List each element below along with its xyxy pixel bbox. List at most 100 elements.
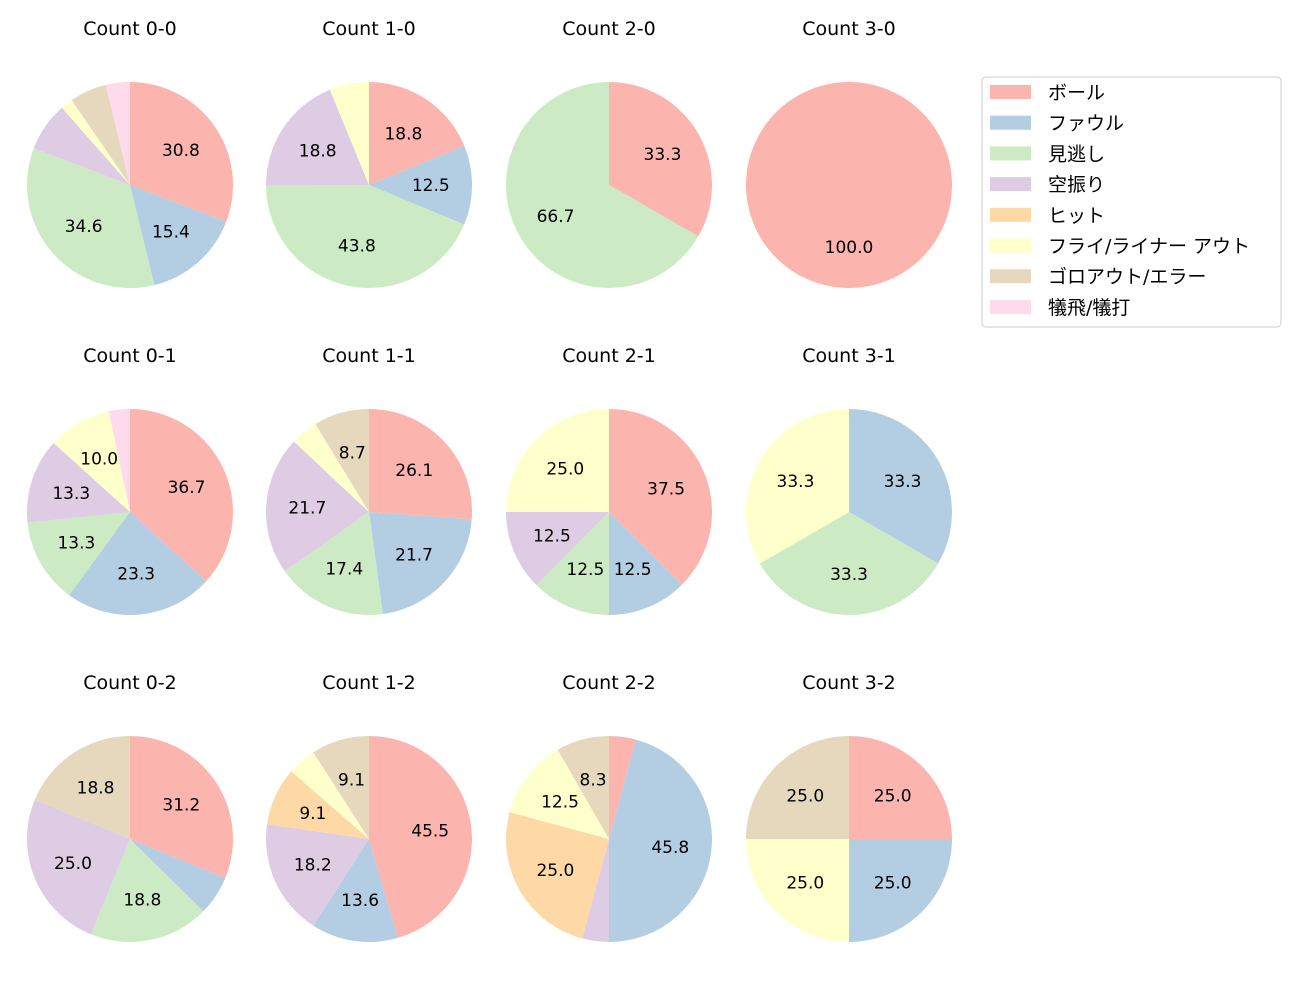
pie-slice	[90, 839, 204, 942]
pie-slice	[293, 424, 369, 512]
pie-title: Count 1-2	[322, 672, 416, 694]
pie-title: Count 2-1	[562, 345, 656, 367]
pie-slice	[265, 441, 369, 572]
pie-title: Count 1-0	[322, 18, 416, 40]
pie-title: Count 1-1	[322, 345, 416, 367]
legend-swatch	[990, 238, 1031, 253]
pie-title: Count 0-2	[83, 672, 177, 694]
slice-label: 45.8	[651, 838, 689, 858]
pie-count-0-2: Count 0-2 31.2 18.8 25.0 18.8	[26, 672, 234, 942]
pie-slice	[582, 839, 609, 942]
pie-slice	[315, 409, 369, 512]
slice-label: 25.0	[786, 874, 824, 894]
slice-label: 8.7	[339, 443, 366, 463]
legend-label: フライ/ライナー アウト	[1048, 236, 1250, 258]
slice-label: 18.8	[123, 891, 161, 911]
legend-swatch	[990, 115, 1031, 130]
slice-label: 37.5	[647, 479, 685, 499]
pie-slice	[849, 409, 952, 564]
pie-slice	[329, 82, 369, 185]
pie-slice	[33, 107, 131, 185]
pie-slice	[267, 771, 369, 839]
legend-label: ボール	[1048, 82, 1105, 104]
pie-slice	[27, 512, 130, 596]
slice-label: 13.6	[341, 891, 379, 911]
pie-slice	[369, 82, 465, 185]
pie-count-2-0: Count 2-0 33.3 66.7	[506, 18, 712, 288]
legend-swatch	[990, 177, 1031, 192]
pie-slice	[130, 839, 226, 912]
pie-slice	[26, 799, 130, 935]
pie-slice	[609, 512, 682, 615]
pie-slice	[266, 824, 369, 926]
slice-label: 25.0	[546, 459, 584, 479]
pie-slice	[108, 409, 130, 512]
pie-slice	[284, 512, 383, 615]
pie-slice	[557, 736, 609, 839]
pie-slice	[69, 512, 207, 616]
slice-label: 12.5	[566, 560, 604, 580]
pie-slice	[509, 749, 609, 839]
pie-slice	[34, 736, 130, 839]
slice-label: 25.0	[874, 874, 912, 894]
slice-label: 17.4	[325, 560, 363, 580]
slice-label: 31.2	[162, 796, 200, 816]
slice-label: 43.8	[338, 237, 376, 257]
legend-frame	[981, 76, 1282, 328]
pie-slice	[506, 512, 609, 585]
pie-title: Count 3-1	[802, 345, 896, 367]
pie-count-1-1: Count 1-1 26.1 21.7 17.4 21.7 8.7	[265, 345, 472, 615]
pie-slice	[849, 736, 952, 839]
pie-slice	[609, 739, 713, 942]
pie-count-3-1: Count 3-1 33.3 33.3 33.3	[745, 345, 952, 615]
pie-slice	[369, 145, 472, 225]
slice-label: 15.4	[152, 222, 190, 242]
slice-label: 18.8	[299, 142, 337, 162]
pie-count-1-2: Count 1-2 45.5 13.6 18.2 9.1 9.1	[266, 672, 473, 943]
pie-slice	[536, 512, 609, 615]
slice-label: 12.5	[614, 560, 652, 580]
pie-slice	[313, 736, 369, 839]
pie-title: Count 2-2	[562, 672, 656, 694]
pie-slice	[53, 411, 130, 512]
pie-slice	[291, 752, 369, 839]
slice-label: 36.7	[168, 478, 206, 498]
legend-swatch	[990, 299, 1031, 314]
slice-label: 25.0	[786, 786, 824, 806]
legend-label: 見逃し	[1048, 143, 1105, 165]
slice-label: 21.7	[288, 499, 326, 519]
slice-label: 13.3	[52, 484, 90, 504]
pie-slice	[313, 839, 398, 943]
slice-label: 25.0	[874, 786, 912, 806]
slice-label: 66.7	[537, 207, 575, 227]
pie-slice	[130, 736, 234, 879]
slice-label: 45.5	[411, 821, 449, 841]
legend-swatch	[990, 146, 1031, 161]
slice-label: 33.3	[644, 145, 682, 165]
pie-count-2-1: Count 2-1 37.5 12.5 12.5 12.5 25.0	[506, 345, 712, 615]
legend-label: ファウル	[1048, 113, 1124, 135]
slice-label: 10.0	[80, 449, 118, 469]
pie-slice	[266, 184, 465, 289]
slice-label: 33.3	[830, 565, 868, 585]
legend-swatch	[990, 85, 1031, 99]
slice-label: 21.7	[395, 545, 433, 565]
legend-label: 犠飛/犠打	[1048, 297, 1130, 319]
pie-slice	[746, 82, 952, 288]
pie-count-0-0: Count 0-0 30.8 15.4 34.6	[26, 18, 233, 289]
pie-slice	[71, 84, 130, 185]
pie-title: Count 3-2	[802, 672, 896, 694]
slice-label: 25.0	[536, 861, 574, 881]
pie-slice	[745, 409, 849, 564]
pie-slice	[130, 409, 233, 582]
pie-slice	[609, 409, 712, 585]
slice-label: 13.3	[57, 534, 95, 554]
pie-slice	[759, 512, 939, 615]
pie-slice	[746, 736, 849, 839]
slice-label: 18.8	[384, 125, 422, 145]
slice-label: 100.0	[825, 238, 874, 258]
pie-count-0-1: Count 0-1 36.7 23.3 13.3 13.3 10.0	[27, 345, 233, 616]
